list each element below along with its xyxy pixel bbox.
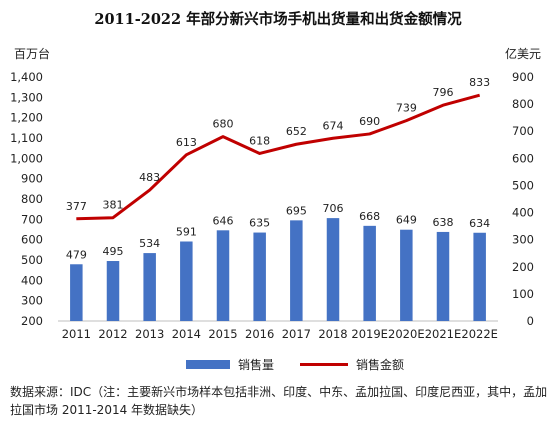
bar-data-label: 634 [469, 217, 490, 230]
bar-data-label: 479 [66, 248, 87, 261]
bar-data-label: 706 [323, 202, 344, 215]
source-note: 数据来源：IDC（注：主要新兴市场样本包括非洲、印度、中东、孟加拉国、印度尼西亚… [10, 385, 548, 417]
legend-swatch-value [300, 362, 348, 366]
right-axis-tick-label: 200 [512, 260, 534, 274]
legend-label-volume: 销售量 [238, 357, 275, 372]
legend-swatch-volume [186, 359, 230, 369]
bar-volume [290, 220, 303, 321]
bar-data-label: 635 [249, 217, 270, 230]
left-axis-tick-label: 600 [21, 233, 43, 247]
x-axis-tick-label: 2012 [98, 327, 127, 341]
line-data-label: 674 [323, 119, 344, 132]
left-axis-tick-label: 1,100 [10, 131, 43, 145]
bar-volume [326, 218, 340, 321]
left-axis-tick-label: 700 [21, 212, 43, 226]
line-data-label: 618 [249, 134, 270, 147]
x-axis-tick-label: 2021E [425, 327, 462, 341]
right-axis-tick-label: 500 [512, 178, 534, 192]
left-axis-tick-label: 300 [21, 294, 43, 308]
right-axis-tick-label: 700 [512, 124, 534, 138]
right-axis-tick-label: 300 [512, 233, 534, 247]
bar-data-label: 668 [359, 210, 380, 223]
line-data-label: 377 [66, 200, 87, 213]
bar-data-label: 495 [103, 245, 124, 258]
left-axis-tick-label: 1,400 [10, 70, 43, 84]
x-axis-tick-label: 2017 [282, 327, 311, 341]
bar-volume [400, 229, 413, 321]
bar-data-label: 591 [176, 225, 197, 238]
left-axis-tick-label: 1,000 [10, 151, 43, 165]
line-sales-value [76, 93, 481, 221]
x-axis-tick-label: 2011 [62, 327, 91, 341]
bar-volume [363, 225, 376, 321]
left-axis-tick-label: 200 [21, 314, 43, 328]
line-data-label: 680 [213, 118, 234, 131]
legend-item-value: 销售金额 [300, 356, 404, 372]
bar-data-label: 638 [433, 216, 454, 229]
x-axis-tick-label: 2015 [208, 327, 237, 341]
right-axis-tick-label: 0 [527, 314, 534, 328]
left-axis-tick-label: 1,200 [10, 111, 43, 125]
bar-volume [143, 253, 156, 321]
bar-volume [216, 230, 230, 321]
legend: 销售量 销售金额 [0, 356, 556, 372]
right-axis-tick-label: 900 [512, 70, 534, 84]
bar-volume [70, 264, 83, 321]
legend-label-value: 销售金额 [356, 357, 405, 372]
line-data-label: 796 [433, 86, 454, 99]
right-axis-unit: 亿美元 [505, 47, 542, 61]
line-data-label: 833 [469, 76, 490, 89]
x-axis-tick-label: 2019E [351, 327, 388, 341]
x-axis-tick-label: 2014 [172, 327, 201, 341]
bar-volume [253, 232, 266, 321]
right-axis-tick-label: 100 [512, 287, 534, 301]
line-data-label: 652 [286, 125, 307, 138]
x-axis-tick-label: 2020E [388, 327, 425, 341]
line-data-label: 690 [359, 115, 380, 128]
left-axis-tick-label: 1,300 [10, 90, 43, 104]
bar-volume [180, 241, 193, 321]
legend-item-volume: 销售量 [186, 356, 274, 372]
x-axis-tick-label: 2016 [245, 327, 274, 341]
right-axis-tick-label: 600 [512, 151, 534, 165]
line-data-label: 613 [176, 136, 197, 149]
right-axis-tick-label: 800 [512, 97, 534, 111]
left-axis-tick-label: 900 [21, 172, 43, 186]
x-axis-tick-label: 2022E [461, 327, 498, 341]
bar-volume [436, 231, 450, 321]
x-axis-tick-label: 2013 [135, 327, 164, 341]
chart-title: 2011-2022 年部分新兴市场手机出货量和出货金额情况 [94, 11, 462, 28]
line-data-label: 483 [139, 171, 160, 184]
bar-data-label: 649 [396, 214, 417, 227]
right-axis-tick-label: 400 [512, 206, 534, 220]
line-data-label: 381 [103, 199, 124, 212]
left-axis-tick-label: 500 [21, 253, 43, 267]
combo-chart: 200 300 400 500 600 700 800 900 1,000 1,100 1,200 1… [10, 70, 534, 341]
x-axis-tick-label: 2018 [318, 327, 347, 341]
bar-data-label: 646 [213, 214, 234, 227]
line-data-label: 739 [396, 102, 417, 115]
bar-data-label: 695 [286, 204, 307, 217]
bar-data-label: 534 [139, 237, 160, 250]
left-axis-unit: 百万台 [14, 47, 51, 61]
bar-volume [106, 261, 120, 321]
left-axis-tick-label: 400 [21, 273, 43, 287]
bar-volume [473, 232, 486, 321]
left-axis-tick-label: 800 [21, 192, 43, 206]
